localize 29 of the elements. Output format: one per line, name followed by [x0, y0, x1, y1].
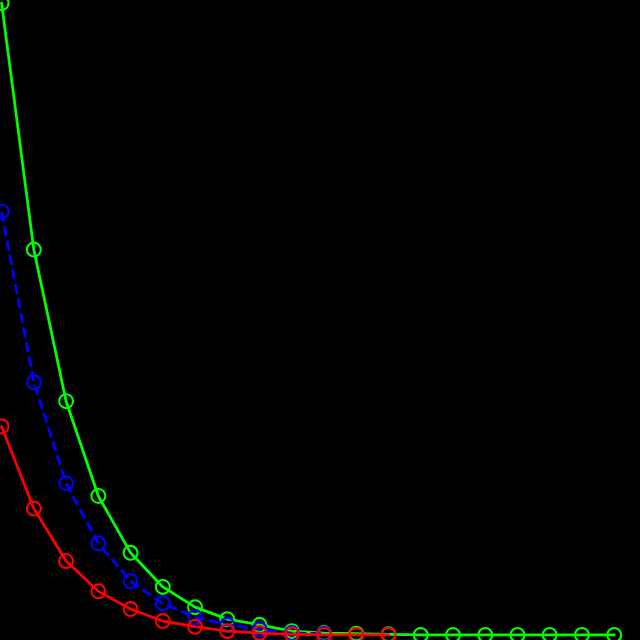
- point: [25, 241, 42, 258]
- point: [58, 475, 75, 492]
- point: [25, 500, 42, 517]
- point: [187, 599, 204, 616]
- point: [25, 374, 42, 391]
- point: [477, 626, 494, 640]
- point: [58, 553, 75, 570]
- point: [90, 487, 107, 504]
- point: [219, 611, 236, 628]
- point: [90, 535, 107, 552]
- point: [154, 578, 171, 595]
- point: [509, 626, 526, 640]
- point: [122, 573, 139, 590]
- point: [219, 616, 236, 633]
- point: [445, 626, 461, 640]
- point: [122, 601, 139, 618]
- point: [187, 609, 204, 626]
- point: [573, 626, 590, 640]
- point: [58, 393, 75, 410]
- point: [90, 583, 107, 600]
- point: [606, 626, 623, 640]
- point: [122, 544, 139, 561]
- point: [251, 616, 268, 633]
- point: [187, 618, 204, 635]
- point: [219, 623, 236, 640]
- point: [412, 626, 429, 640]
- point: [154, 613, 171, 630]
- point: [541, 626, 558, 640]
- point: [154, 595, 171, 612]
